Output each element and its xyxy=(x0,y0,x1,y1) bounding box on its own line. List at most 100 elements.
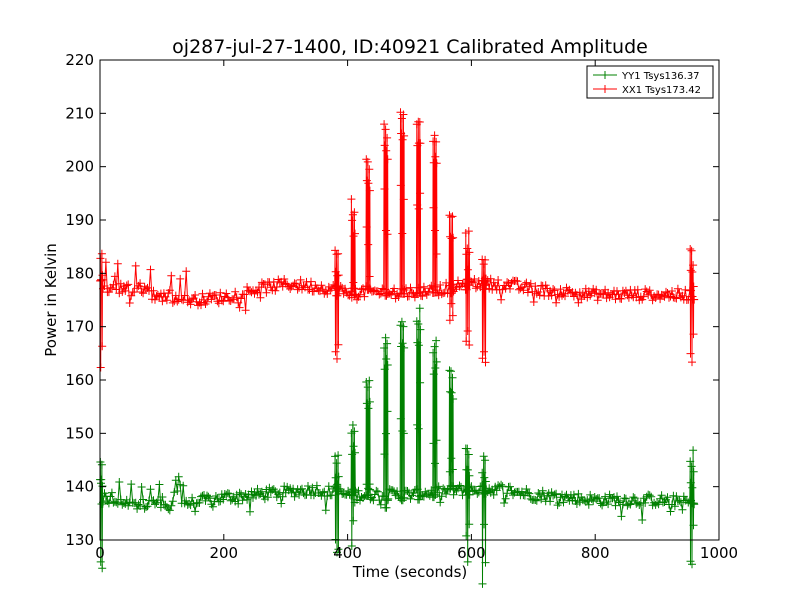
data-point xyxy=(296,275,305,284)
data-point xyxy=(234,499,243,508)
data-point xyxy=(382,503,391,512)
data-point xyxy=(689,282,698,291)
data-point xyxy=(304,482,312,490)
data-point xyxy=(375,290,384,299)
data-point xyxy=(388,486,397,495)
data-point xyxy=(115,478,124,486)
data-point xyxy=(620,494,629,503)
legend-label: XX1 Tsys173.42 xyxy=(622,85,701,96)
data-point xyxy=(372,486,381,495)
data-point xyxy=(167,501,176,510)
data-point xyxy=(413,485,422,494)
data-point xyxy=(431,226,439,235)
data-point xyxy=(173,487,182,495)
data-point xyxy=(427,486,436,495)
data-point xyxy=(402,284,410,293)
data-point xyxy=(436,281,445,289)
data-point xyxy=(158,493,167,501)
data-point xyxy=(552,489,561,498)
data-point xyxy=(235,303,244,312)
data-point xyxy=(468,278,477,287)
data-point xyxy=(481,255,490,264)
data-point xyxy=(151,500,159,509)
y-tick-label: 180 xyxy=(65,264,94,282)
data-point xyxy=(654,500,663,509)
data-point xyxy=(137,288,146,296)
data-point xyxy=(97,475,106,484)
data-point xyxy=(413,201,422,209)
data-point xyxy=(262,288,271,297)
data-point xyxy=(188,493,197,502)
data-point xyxy=(207,295,216,304)
data-point xyxy=(219,297,228,306)
data-point xyxy=(341,284,350,293)
y-tick-label: 130 xyxy=(65,531,94,549)
data-point xyxy=(173,297,182,306)
data-point xyxy=(480,347,488,356)
data-point xyxy=(686,478,695,487)
data-point xyxy=(602,498,611,506)
data-point xyxy=(432,159,441,168)
data-point xyxy=(100,282,109,290)
data-point xyxy=(449,233,458,242)
data-point xyxy=(455,481,464,490)
data-point xyxy=(96,363,105,372)
data-point xyxy=(350,208,359,217)
data-point xyxy=(349,516,358,525)
data-point xyxy=(226,496,235,505)
data-point xyxy=(489,490,498,499)
data-point xyxy=(381,125,390,134)
data-point xyxy=(380,185,389,193)
data-point xyxy=(208,502,217,511)
data-point xyxy=(365,165,374,174)
data-point xyxy=(432,137,441,146)
data-point xyxy=(647,492,656,501)
data-point xyxy=(165,286,174,295)
data-point xyxy=(149,286,158,295)
y-tick-label: 160 xyxy=(65,371,94,389)
data-point xyxy=(351,229,359,238)
data-point xyxy=(191,507,200,516)
data-point xyxy=(686,266,695,275)
data-point xyxy=(429,348,438,357)
data-point xyxy=(334,545,343,554)
data-point xyxy=(271,286,280,295)
data-point xyxy=(211,291,220,299)
data-point xyxy=(380,344,389,352)
data-point xyxy=(431,364,440,372)
data-point xyxy=(326,286,335,295)
data-point xyxy=(500,499,509,507)
data-point xyxy=(555,499,564,507)
data-point xyxy=(481,477,490,486)
data-point xyxy=(617,294,626,303)
data-point xyxy=(478,468,487,477)
data-point xyxy=(464,227,473,236)
data-point xyxy=(201,496,210,505)
data-point xyxy=(399,110,408,119)
data-point xyxy=(569,490,578,499)
data-point xyxy=(365,397,374,406)
data-point xyxy=(168,497,177,506)
data-point xyxy=(383,230,392,239)
data-point xyxy=(676,498,685,507)
data-point xyxy=(383,361,392,369)
x-tick-label: 600 xyxy=(457,544,486,562)
data-point xyxy=(298,484,306,493)
data-point xyxy=(112,498,121,507)
data-point xyxy=(398,339,407,348)
data-point xyxy=(689,467,698,476)
data-point xyxy=(549,285,558,293)
data-point xyxy=(107,488,116,497)
data-point xyxy=(365,376,374,385)
data-point xyxy=(686,245,695,253)
data-point xyxy=(604,500,613,509)
data-point xyxy=(463,465,472,474)
data-point xyxy=(424,287,433,296)
data-point xyxy=(414,341,423,350)
data-point xyxy=(382,146,391,155)
data-point xyxy=(429,370,438,379)
data-point xyxy=(414,204,423,213)
data-point xyxy=(463,557,472,566)
data-point xyxy=(398,229,407,238)
data-point xyxy=(678,505,687,514)
